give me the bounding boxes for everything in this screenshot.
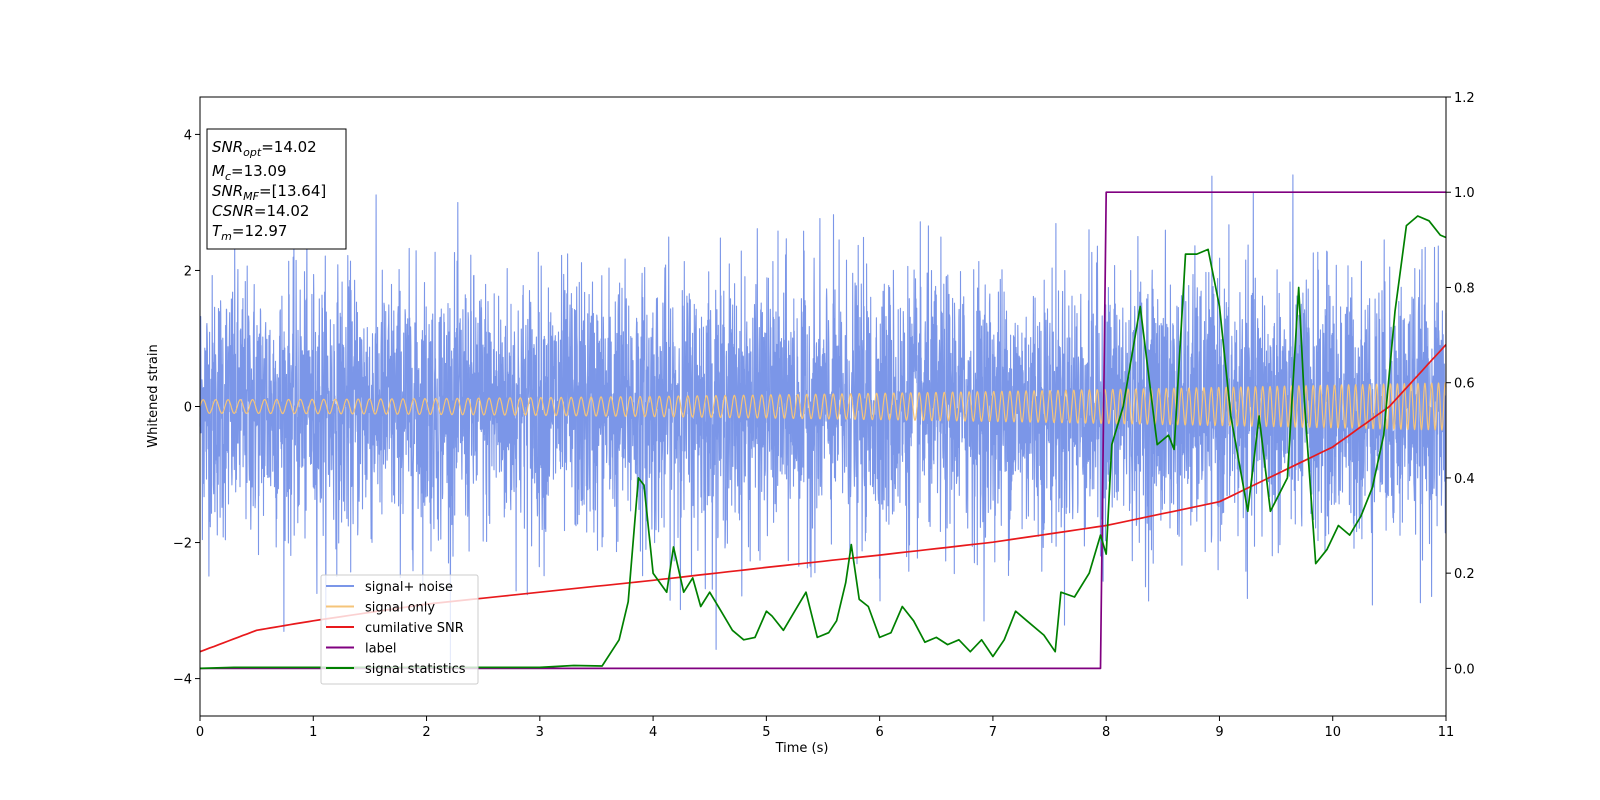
y2-tick-label-3: 0.6 xyxy=(1454,377,1475,392)
x-tick-label-9: 9 xyxy=(1215,725,1223,740)
x-tick-label-5: 5 xyxy=(762,725,770,740)
y-tick-label-4: 4 xyxy=(184,128,192,143)
x-tick-label-6: 6 xyxy=(875,725,883,740)
x-tick-label-1: 1 xyxy=(309,725,317,740)
legend-frame xyxy=(320,574,479,685)
info-line-4: Tm=12.97 xyxy=(212,222,287,243)
legend-label-1: signal only xyxy=(365,601,435,616)
series-line-4 xyxy=(199,215,1447,670)
x-tick-label-11: 11 xyxy=(1438,725,1455,740)
legend-label-2: cumilative SNR xyxy=(365,621,464,636)
y2-tick-label-5: 1.0 xyxy=(1454,186,1475,201)
x-tick-label-0: 0 xyxy=(196,725,204,740)
legend: signal+ noise signal only cumilative SNR la… xyxy=(320,574,479,685)
info-line-0: SNRopt=14.02 xyxy=(212,138,317,159)
x-tick-label-2: 2 xyxy=(422,725,430,740)
legend-label-3: label xyxy=(365,642,396,657)
info-line-2: SNRMF=[13.64] xyxy=(212,182,326,203)
y-tick-label-2: 0 xyxy=(184,401,192,416)
y2-tick-label-0: 0.0 xyxy=(1454,662,1475,677)
info-box: SNRopt=14.02 Mc=13.09SNRMF=[13.64]CSNR=14… xyxy=(206,128,347,250)
y2-tick-label-2: 0.4 xyxy=(1454,472,1475,487)
x-tick-label-7: 7 xyxy=(989,725,997,740)
series-line-1 xyxy=(199,382,1447,431)
x-tick-label-3: 3 xyxy=(536,725,544,740)
x-axis-title: Time (s) xyxy=(775,741,829,756)
info-line-3: CSNR=14.02 xyxy=(212,202,309,220)
y-tick-label-1: −2 xyxy=(173,537,192,552)
legend-label-0: signal+ noise xyxy=(365,580,453,595)
y-tick-label-3: 2 xyxy=(184,264,192,279)
y-tick-label-0: −4 xyxy=(173,673,192,688)
y2-tick-label-1: 0.2 xyxy=(1454,567,1475,582)
y-axis-title: Whitened strain xyxy=(146,344,161,447)
y2-tick-label-6: 1.2 xyxy=(1454,91,1475,106)
y2-tick-label-4: 0.8 xyxy=(1454,281,1475,296)
series-line-3 xyxy=(200,191,1446,670)
x-tick-label-10: 10 xyxy=(1324,725,1341,740)
x-tick-label-4: 4 xyxy=(649,725,657,740)
info-line-1: Mc=13.09 xyxy=(212,162,287,183)
legend-label-4: signal statistics xyxy=(365,662,466,677)
axes-layer: 0 1 2 3 4 5 6 7 8 9 10 11 −4 −2 0 2 4 0.0 0.2 0.4 0.6 0.8 1.0 1… xyxy=(173,91,1475,740)
x-tick-label-8: 8 xyxy=(1102,725,1110,740)
info-box-frame xyxy=(206,128,347,250)
